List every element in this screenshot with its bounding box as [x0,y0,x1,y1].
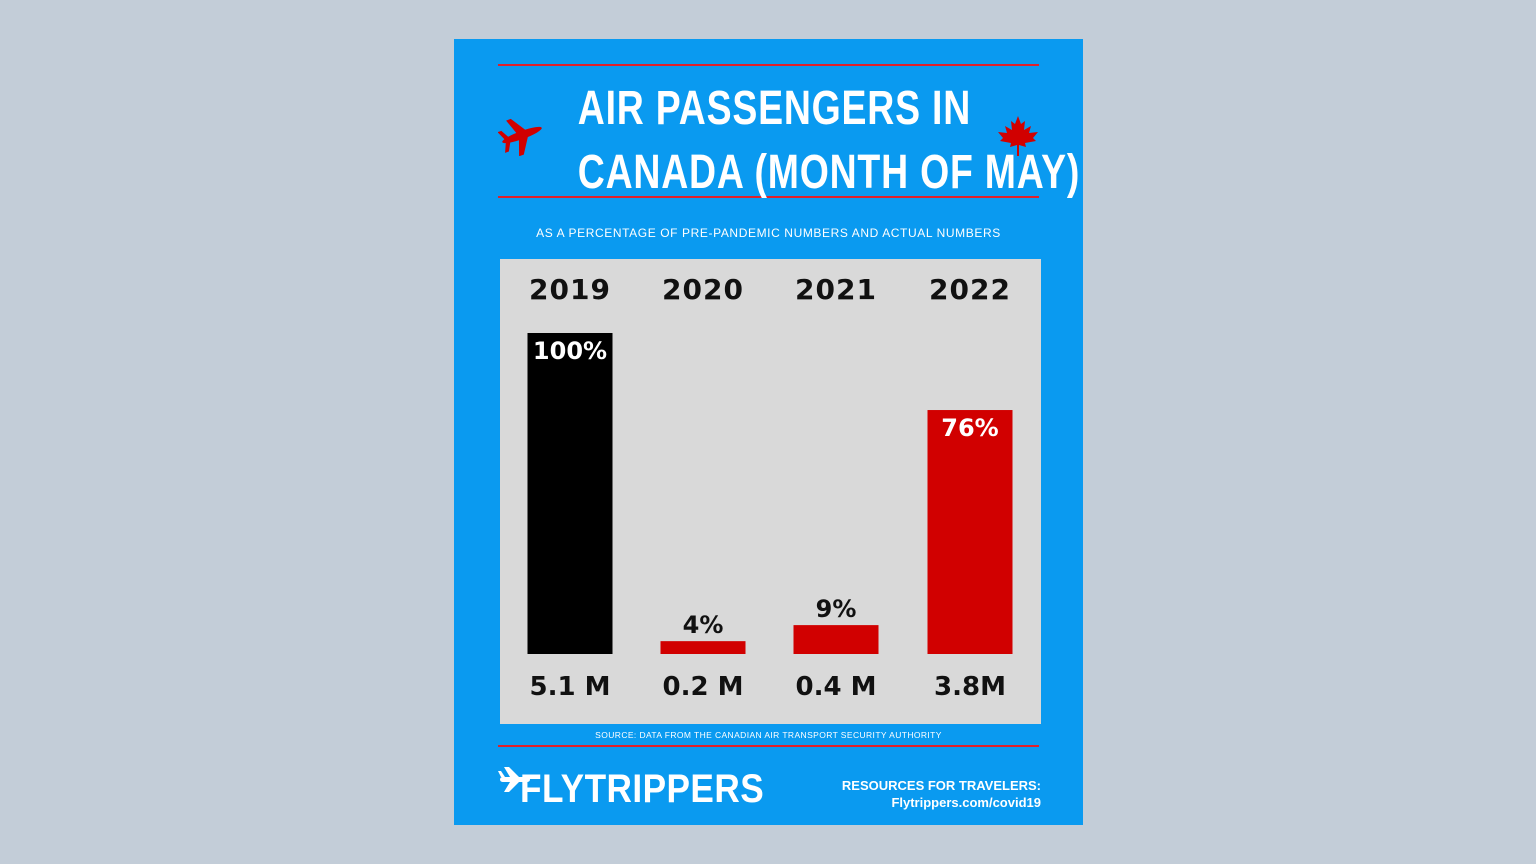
brand-logo: FLYTRIPPERS [498,763,778,813]
bar-chart: 2019 100% 5.1 M 2020 4% 0.2 M 2021 9% 0.4 M 2022 7… [527,273,1013,702]
chart-subtitle: AS A PERCENTAGE OF PRE-PANDEMIC NUMBERS … [536,226,1001,240]
airplane-icon [498,118,542,156]
bar-2019 [527,333,613,654]
bottom-divider [498,745,1039,747]
value-label-2019: 100% [533,337,607,365]
bar-2020 [660,641,746,654]
actual-label-2021: 0.4 M [796,672,877,702]
source-note: SOURCE: DATA FROM THE CANADIAN AIR TRANS… [595,730,942,740]
category-label-2022: 2022 [929,273,1011,306]
top-divider [498,64,1039,66]
resources-link[interactable]: Flytrippers.com/covid19 [891,795,1041,810]
infographic-poster: AIR PASSENGERS IN CANADA (MONTH OF MAY) … [454,39,1083,825]
actual-label-2019: 5.1 M [530,672,611,702]
bar-2021 [793,625,879,654]
value-label-2020: 4% [683,611,724,639]
value-label-2022: 76% [941,414,998,442]
brand-name: FLYTRIPPERS [520,767,765,811]
category-label-2019: 2019 [529,273,611,306]
chart-title: AIR PASSENGERS IN CANADA (MONTH OF MAY) [577,77,1081,205]
value-label-2021: 9% [816,595,857,623]
actual-label-2020: 0.2 M [663,672,744,702]
category-label-2021: 2021 [795,273,877,306]
bar-2022 [927,410,1013,654]
maple-leaf-icon [998,116,1038,156]
actual-label-2022: 3.8M [934,672,1006,702]
flytrippers-plane-icon [498,767,530,792]
resources-block: RESOURCES FOR TRAVELERS: Flytrippers.com… [842,777,1041,811]
title-line-1: AIR PASSENGERS IN [577,82,972,135]
resources-label: RESOURCES FOR TRAVELERS: [841,778,1041,793]
title-divider [498,196,1039,198]
category-label-2020: 2020 [662,273,744,306]
chart-panel: 2019 100% 5.1 M 2020 4% 0.2 M 2021 9% 0.4 M 2022 7… [500,259,1041,724]
title-line-2: CANADA (MONTH OF MAY) [577,146,1081,199]
